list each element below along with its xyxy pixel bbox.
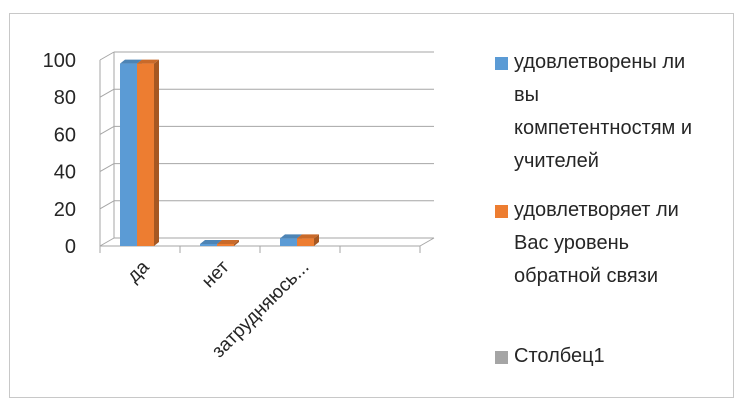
gridline-side: [99, 88, 115, 98]
legend-label-series-1: удовлетворены ли вы компетентностям и уч…: [514, 51, 693, 172]
legend-swatch-series-3: [495, 351, 508, 364]
legend-item-series-1: удовлетворены ли вы компетентностям и уч…: [495, 46, 695, 178]
y-tick-label: 80: [54, 87, 76, 109]
bar-side: [234, 240, 239, 246]
bar-top: [120, 59, 142, 64]
bar-top: [137, 59, 159, 64]
bar-top: [280, 234, 302, 239]
gridline-side: [99, 51, 115, 61]
legend-label-series-3: Столбец1: [514, 345, 605, 367]
bar-side: [314, 234, 319, 246]
gridline-side: [99, 237, 115, 247]
bar-side: [154, 59, 159, 246]
legend-swatch-series-2: [495, 205, 508, 218]
y-tick-label: 40: [54, 162, 76, 184]
bar-top: [200, 240, 222, 244]
legend-swatch-series-1: [495, 57, 508, 70]
bar: [217, 244, 234, 246]
bar: [200, 244, 217, 246]
legend-label-series-2: удовлетворяет ли Вас уровень обратной св…: [514, 199, 679, 287]
bar: [120, 63, 137, 246]
y-tick-label: 100: [43, 50, 76, 72]
y-tick-label: 20: [54, 199, 76, 221]
x-tick-label: нет: [198, 256, 234, 292]
bar: [280, 238, 297, 246]
bar: [297, 238, 314, 246]
floor-right: [419, 237, 435, 247]
y-tick-label: 0: [65, 236, 76, 258]
gridline-side: [99, 200, 115, 210]
bar-top: [217, 240, 239, 244]
bar-top: [297, 234, 319, 239]
legend-item-series-2: удовлетворяет ли Вас уровень обратной св…: [495, 194, 695, 293]
legend-item-series-3: Столбец1: [495, 340, 695, 373]
y-tick-label: 60: [54, 124, 76, 146]
x-tick-label: да: [123, 256, 153, 286]
bar: [137, 63, 154, 246]
gridline-side: [99, 163, 115, 173]
gridline-side: [99, 125, 115, 135]
